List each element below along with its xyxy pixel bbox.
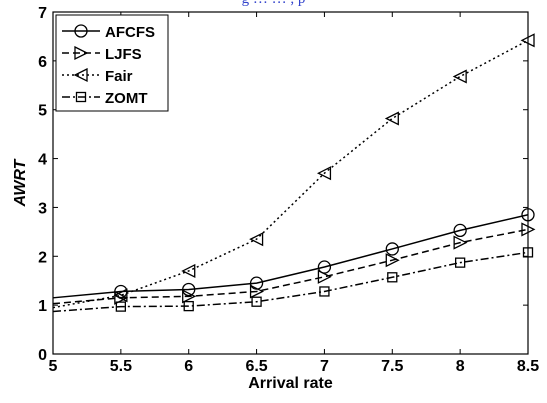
- data-point-zomt: [319, 286, 330, 297]
- series-group: [52, 33, 536, 313]
- data-point-zomt: [454, 257, 466, 268]
- data-point-fair: [384, 111, 399, 126]
- data-point-zomt: [522, 247, 534, 258]
- x-tick-label: 6.5: [245, 358, 267, 375]
- data-point-zomt: [115, 301, 127, 312]
- data-point-afcfs: [453, 223, 467, 238]
- y-tick-label: 3: [38, 200, 47, 217]
- y-tick-label: 1: [38, 298, 47, 315]
- data-point-ljfs: [453, 235, 468, 250]
- y-tick-label: 7: [38, 5, 47, 22]
- data-point-ljfs: [521, 222, 536, 237]
- x-tick-label: 6: [184, 358, 193, 375]
- x-tick-label: 5.5: [110, 358, 132, 375]
- plot-frame-group: [52, 11, 529, 355]
- x-tick-label: 7.5: [381, 358, 403, 375]
- legend-marker-ljfs: [74, 45, 89, 61]
- legend: AFCFS LJFS Fair ZOMT: [55, 14, 169, 112]
- data-point-fair: [452, 69, 467, 84]
- legend-marker-zomt: [75, 91, 87, 103]
- x-axis-label: Arrival rate: [248, 375, 333, 392]
- data-point-ljfs: [249, 284, 265, 299]
- x-tick-label: 8: [456, 358, 465, 375]
- page-caption: g … … , p: [0, 0, 547, 9]
- x-tick-label: 8.5: [517, 358, 539, 375]
- y-tick-label: 2: [38, 249, 47, 266]
- x-tick-label: 7: [320, 358, 329, 375]
- legend-label-zomt: ZOMT: [105, 90, 148, 107]
- ticks-group: 5 5.5 6 6.5 7 7.5 8 8.5 0 1 2 3 4 5 6 7: [38, 5, 539, 375]
- data-point-ljfs: [385, 253, 400, 268]
- legend-label-fair: Fair: [105, 68, 133, 85]
- data-point-ljfs: [114, 290, 129, 305]
- series-line-afcfs: [52, 214, 529, 299]
- y-tick-label: 0: [38, 347, 47, 364]
- data-point-zomt: [183, 300, 194, 312]
- data-point-fair: [520, 33, 535, 48]
- data-point-ljfs: [317, 269, 332, 284]
- legend-label-ljfs: LJFS: [105, 46, 142, 63]
- data-point-zomt: [251, 296, 262, 307]
- data-point-afcfs: [317, 260, 332, 274]
- y-tick-label: 6: [38, 54, 47, 71]
- series-line-ljfs: [52, 228, 529, 305]
- y-tick-label: 5: [38, 103, 47, 120]
- data-point-fair: [181, 263, 196, 278]
- data-point-afcfs: [385, 242, 399, 256]
- data-point-zomt: [387, 272, 398, 283]
- legend-label-afcfs: AFCFS: [105, 24, 155, 41]
- data-point-fair: [249, 232, 264, 247]
- x-tick-label: 5: [49, 358, 58, 375]
- y-tick-label: 4: [38, 152, 47, 169]
- data-point-ljfs: [182, 289, 197, 304]
- data-point-afcfs: [182, 282, 196, 297]
- series-line-fair: [52, 39, 529, 309]
- data-point-fair: [113, 288, 128, 303]
- data-point-afcfs: [521, 208, 535, 222]
- legend-marker-fair: [73, 67, 88, 83]
- y-axis-label: AWRT: [12, 158, 29, 207]
- data-point-fair: [316, 166, 332, 181]
- legend-marker-afcfs: [74, 24, 88, 38]
- plot-frame: [52, 11, 529, 355]
